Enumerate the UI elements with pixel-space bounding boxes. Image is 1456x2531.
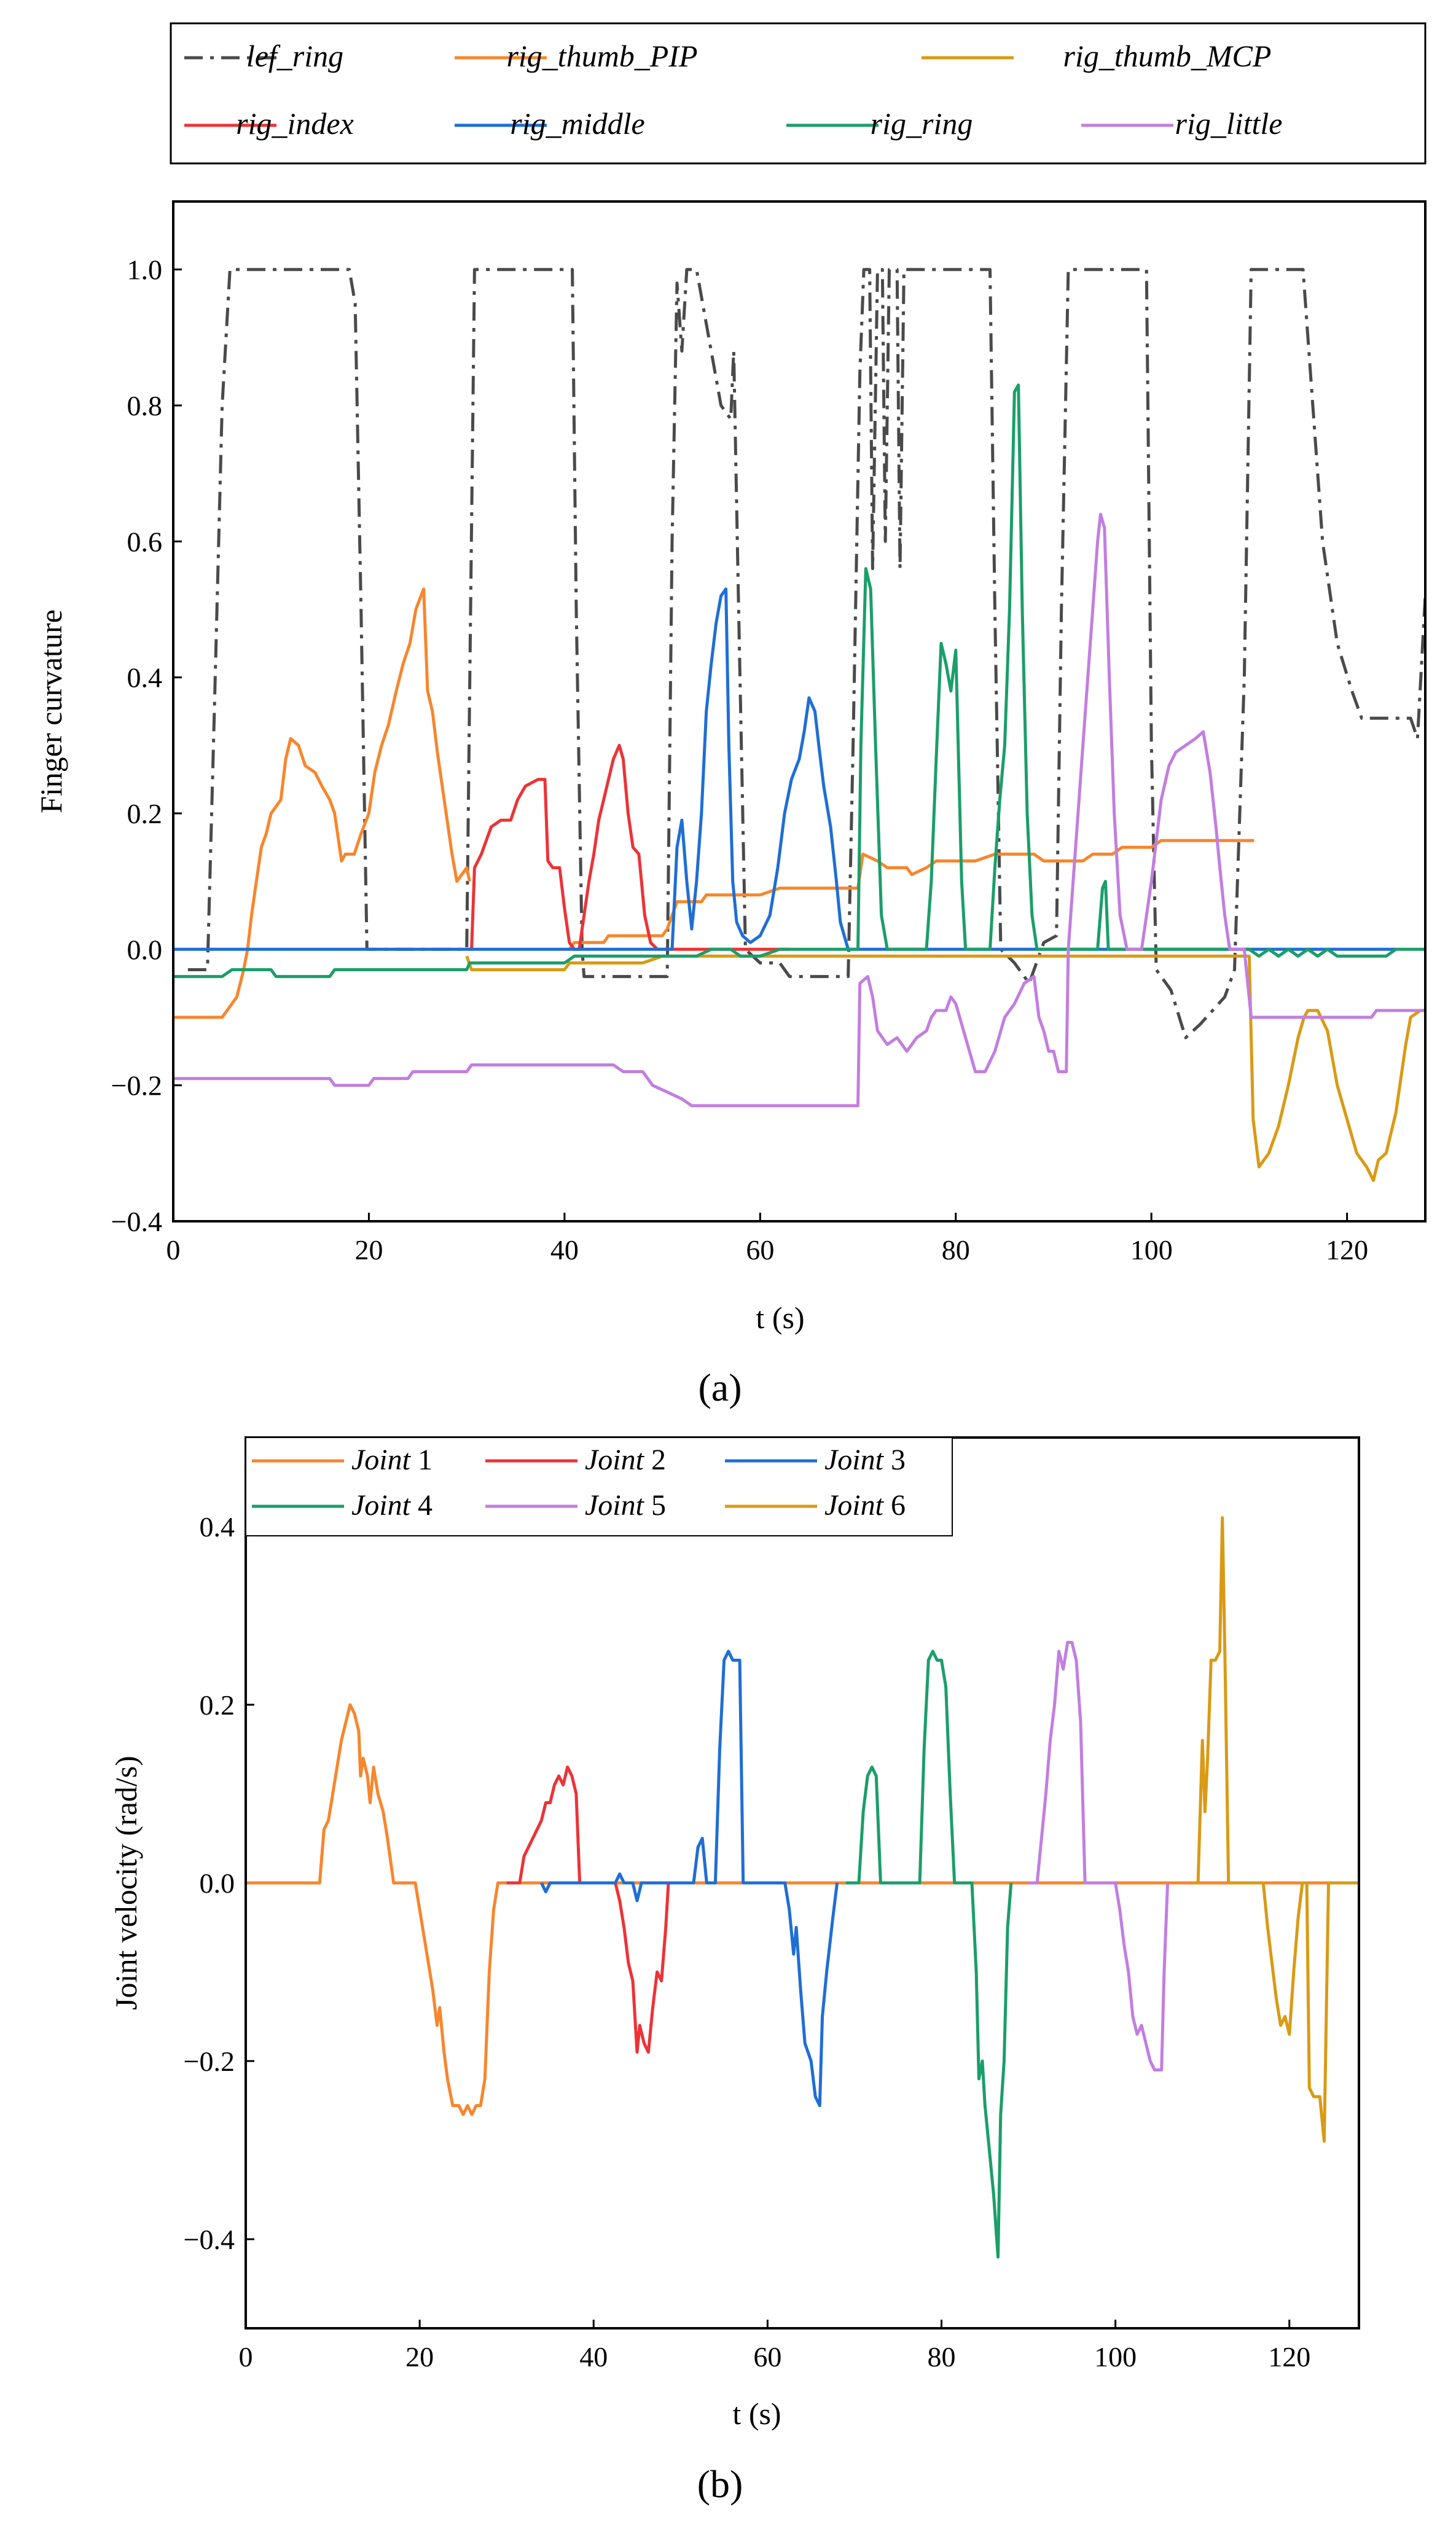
legend-label: rig_thumb_MCP bbox=[1063, 39, 1272, 73]
legend-label: Joint 6 bbox=[824, 1489, 906, 1522]
legend-label: rig_index bbox=[236, 106, 354, 141]
y-tick-label: −0.4 bbox=[111, 1206, 162, 1237]
panel-b-label: (b) bbox=[697, 2462, 743, 2506]
series-line-rig_ring bbox=[173, 383, 1425, 979]
x-tick-label: 20 bbox=[354, 1234, 383, 1266]
legend-label: rig_middle bbox=[510, 106, 644, 141]
plot-a-ylabel: Finger curvature bbox=[34, 609, 68, 813]
plot-a: 0 20 40 60 80 100 120 −0.4 −0.2 0.0 0.2 0.4 0.6 0.8 1.… bbox=[111, 254, 1425, 1266]
x-tick-label: 40 bbox=[550, 1234, 579, 1266]
series-line-rig_thumb_pip bbox=[173, 587, 471, 1019]
x-tick-label: 120 bbox=[1268, 2341, 1310, 2373]
legend-label-word: Joint bbox=[351, 1444, 412, 1476]
plot-b-ylabel: Joint velocity (rad/s) bbox=[109, 1756, 143, 2010]
x-tick-label: 100 bbox=[1094, 2341, 1137, 2373]
y-tick-label: 0.8 bbox=[127, 390, 163, 421]
series-line-joint-2 bbox=[506, 1766, 681, 2054]
plot-a-xlabel: t (s) bbox=[756, 1301, 804, 1335]
legend-a: lef_ring rig_thumb_PIP rig_thumb_MCP rig_in… bbox=[184, 39, 1283, 141]
series-line-joint-5 bbox=[1028, 1641, 1170, 2071]
x-tick-label: 60 bbox=[753, 2341, 781, 2373]
legend-label: rig_thumb_PIP bbox=[506, 39, 697, 73]
x-tick-label: 0 bbox=[166, 1234, 181, 1266]
legend-label-num: 3 bbox=[891, 1444, 906, 1476]
legend-label-word: Joint bbox=[585, 1489, 645, 1522]
x-tick-label: 80 bbox=[942, 1234, 970, 1266]
y-tick-label: 1.0 bbox=[127, 254, 163, 286]
legend-label: rig_little bbox=[1175, 106, 1283, 141]
legend-label-num: 1 bbox=[418, 1444, 432, 1476]
series-line-lef_ring bbox=[187, 268, 1425, 1039]
x-tick-label: 80 bbox=[928, 2341, 956, 2373]
x-tick-label: 20 bbox=[405, 2341, 434, 2373]
legend-label: lef_ring bbox=[246, 39, 343, 73]
legend-label: rig_ring bbox=[871, 106, 973, 141]
x-tick-label: 60 bbox=[746, 1234, 774, 1266]
plot-b-xlabel: t (s) bbox=[732, 2396, 781, 2431]
series-line-rig_little bbox=[173, 512, 1425, 1108]
series-line-rig_thumb_mcp bbox=[465, 954, 1425, 1183]
legend-label: Joint 1 bbox=[351, 1444, 432, 1476]
x-tick-label: 40 bbox=[579, 2341, 608, 2373]
x-tick-label: 120 bbox=[1326, 1234, 1368, 1266]
series-line-rig_thumb_pip_2 bbox=[568, 839, 1254, 950]
series-line-joint-4 bbox=[845, 1649, 1013, 2259]
legend-b-box bbox=[245, 1437, 953, 1536]
legend-label: Joint 2 bbox=[585, 1444, 666, 1476]
legend-label: Joint 3 bbox=[824, 1444, 906, 1476]
legend-label-word: Joint bbox=[351, 1489, 412, 1522]
y-tick-label: 0.4 bbox=[127, 662, 163, 694]
legend-label-num: 6 bbox=[891, 1489, 906, 1522]
plot-b: 0 20 40 60 80 100 120 −0.4 −0.2 0.0 0.2 0.4 bbox=[184, 1511, 1359, 2373]
x-tick-label: 0 bbox=[239, 2341, 253, 2373]
legend-label: Joint 4 bbox=[351, 1489, 432, 1522]
legend-label-num: 5 bbox=[651, 1489, 666, 1522]
series-line-joint-6 bbox=[1194, 1516, 1359, 2143]
series-line-joint-3 bbox=[540, 1649, 839, 2107]
y-tick-label: −0.4 bbox=[184, 2224, 235, 2255]
plot-a-frame bbox=[172, 200, 1427, 1222]
legend-label-word: Joint bbox=[824, 1489, 885, 1522]
legend-label-word: Joint bbox=[585, 1444, 645, 1476]
legend-a-box bbox=[170, 22, 1427, 165]
y-tick-label: 0.0 bbox=[127, 934, 163, 965]
legend-label-num: 2 bbox=[651, 1444, 666, 1476]
legend-label: Joint 5 bbox=[585, 1489, 666, 1522]
series-line-rig_middle bbox=[173, 587, 1396, 951]
series-line-joint-1 bbox=[246, 1703, 1359, 2116]
panel-a-label: (a) bbox=[698, 1366, 742, 1409]
x-tick-label: 100 bbox=[1130, 1234, 1173, 1266]
y-tick-label: −0.2 bbox=[184, 2046, 235, 2077]
y-tick-label: 0.0 bbox=[200, 1868, 235, 1899]
legend-label-num: 4 bbox=[418, 1489, 432, 1522]
y-tick-label: 0.2 bbox=[127, 798, 163, 829]
y-tick-label: 0.2 bbox=[200, 1689, 235, 1721]
legend-label-word: Joint bbox=[824, 1444, 885, 1476]
y-tick-label: −0.2 bbox=[111, 1070, 162, 1101]
y-tick-label: 0.4 bbox=[200, 1511, 235, 1543]
y-tick-label: 0.6 bbox=[127, 526, 163, 557]
